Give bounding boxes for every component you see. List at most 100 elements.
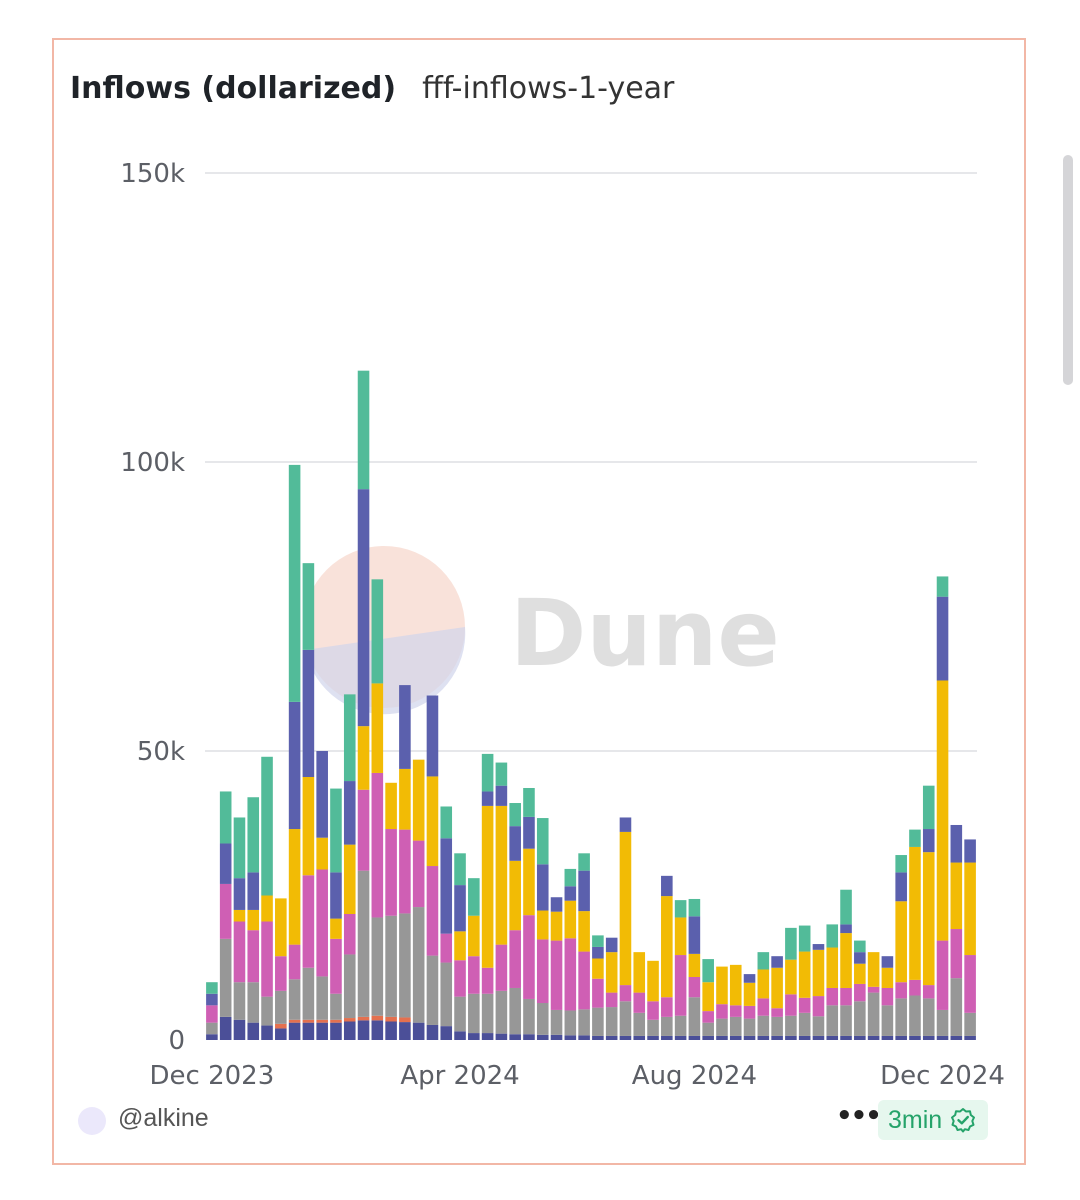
bar-segment[interactable] [757, 952, 770, 970]
bar-stack[interactable] [426, 695, 439, 1040]
bar-segment[interactable] [495, 944, 508, 991]
bar-stack[interactable] [812, 944, 825, 1040]
bar-segment[interactable] [536, 939, 549, 1004]
bar-stack[interactable] [785, 927, 797, 1040]
bar-stack[interactable] [509, 803, 521, 1040]
bar-segment[interactable] [922, 985, 935, 999]
bar-stack[interactable] [702, 959, 714, 1040]
bar-stack[interactable] [440, 806, 453, 1040]
bar-segment[interactable] [647, 1001, 659, 1020]
bar-segment[interactable] [343, 844, 356, 914]
bar-stack[interactable] [495, 762, 508, 1040]
bar-stack[interactable] [619, 817, 632, 1040]
bar-segment[interactable] [592, 1035, 604, 1040]
bar-segment[interactable] [881, 1035, 894, 1040]
bar-segment[interactable] [316, 869, 328, 977]
bar-segment[interactable] [343, 781, 356, 845]
bar-segment[interactable] [771, 1008, 783, 1017]
bar-segment[interactable] [481, 791, 494, 806]
bar-segment[interactable] [343, 1021, 356, 1040]
bar-segment[interactable] [605, 1035, 618, 1040]
bar-segment[interactable] [950, 1035, 963, 1040]
bar-segment[interactable] [261, 921, 273, 997]
bar-segment[interactable] [385, 1016, 397, 1022]
bar-segment[interactable] [371, 1020, 384, 1040]
bar-segment[interactable] [275, 956, 287, 991]
bar-segment[interactable] [495, 990, 508, 1034]
bar-segment[interactable] [550, 911, 563, 941]
bar-segment[interactable] [233, 1019, 246, 1040]
bar-segment[interactable] [578, 853, 590, 871]
bar-stack[interactable] [854, 940, 866, 1040]
bar-segment[interactable] [343, 1018, 356, 1022]
bar-segment[interactable] [275, 1028, 287, 1040]
bar-stack[interactable] [316, 751, 328, 1040]
bar-segment[interactable] [206, 1034, 218, 1040]
bar-segment[interactable] [371, 772, 384, 918]
bar-segment[interactable] [206, 1005, 218, 1023]
bar-segment[interactable] [330, 938, 342, 994]
bar-segment[interactable] [812, 1035, 825, 1040]
bar-segment[interactable] [412, 1022, 425, 1040]
bar-segment[interactable] [854, 983, 866, 1002]
bar-segment[interactable] [495, 785, 508, 806]
bar-segment[interactable] [523, 848, 535, 916]
bar-segment[interactable] [674, 917, 687, 956]
bar-segment[interactable] [495, 805, 508, 945]
bar-segment[interactable] [867, 992, 880, 1036]
bar-segment[interactable] [812, 944, 825, 950]
bar-segment[interactable] [302, 649, 315, 778]
bar-segment[interactable] [564, 900, 577, 939]
bar-segment[interactable] [206, 1022, 218, 1035]
bar-segment[interactable] [922, 1035, 935, 1040]
bar-segment[interactable] [674, 900, 687, 918]
bar-segment[interactable] [895, 998, 907, 1036]
bar-segment[interactable] [840, 1005, 852, 1036]
bar-segment[interactable] [371, 579, 384, 684]
bar-segment[interactable] [247, 1022, 260, 1040]
bar-segment[interactable] [840, 889, 852, 925]
bar-segment[interactable] [688, 997, 701, 1036]
bar-segment[interactable] [385, 915, 397, 1017]
bar-segment[interactable] [702, 959, 714, 983]
bar-segment[interactable] [950, 929, 963, 979]
bar-segment[interactable] [440, 933, 453, 963]
bar-segment[interactable] [481, 1033, 494, 1040]
bar-segment[interactable] [316, 751, 328, 838]
bar-segment[interactable] [357, 1016, 370, 1021]
bar-segment[interactable] [426, 1024, 439, 1040]
bar-segment[interactable] [343, 954, 356, 1019]
bar-segment[interactable] [798, 925, 811, 952]
bar-stack[interactable] [688, 898, 701, 1040]
bar-segment[interactable] [440, 962, 453, 1027]
bar-segment[interactable] [757, 969, 770, 999]
bar-stack[interactable] [275, 898, 287, 1040]
bar-segment[interactable] [619, 1001, 632, 1036]
bar-segment[interactable] [785, 1035, 797, 1040]
bar-segment[interactable] [854, 952, 866, 964]
bar-segment[interactable] [454, 853, 466, 886]
bar-segment[interactable] [343, 913, 356, 955]
bar-stack[interactable] [247, 797, 260, 1040]
bar-segment[interactable] [909, 1035, 921, 1040]
bar-segment[interactable] [647, 1035, 659, 1040]
bar-segment[interactable] [798, 1035, 811, 1040]
bar-segment[interactable] [688, 898, 701, 917]
bar-segment[interactable] [702, 1035, 714, 1040]
bar-segment[interactable] [716, 1004, 728, 1019]
bar-segment[interactable] [357, 1020, 370, 1040]
bar-segment[interactable] [895, 982, 907, 999]
bar-segment[interactable] [219, 843, 232, 884]
bar-segment[interactable] [674, 955, 687, 1016]
bar-segment[interactable] [812, 996, 825, 1017]
bar-segment[interactable] [757, 998, 770, 1016]
bar-segment[interactable] [316, 976, 328, 1020]
bar-segment[interactable] [688, 976, 701, 998]
bar-segment[interactable] [454, 931, 466, 961]
bar-segment[interactable] [399, 829, 411, 914]
bar-stack[interactable] [564, 868, 577, 1040]
bar-segment[interactable] [605, 992, 618, 1008]
author-name[interactable]: @alkine [118, 1104, 209, 1132]
bar-segment[interactable] [288, 829, 301, 945]
bar-segment[interactable] [509, 860, 521, 931]
